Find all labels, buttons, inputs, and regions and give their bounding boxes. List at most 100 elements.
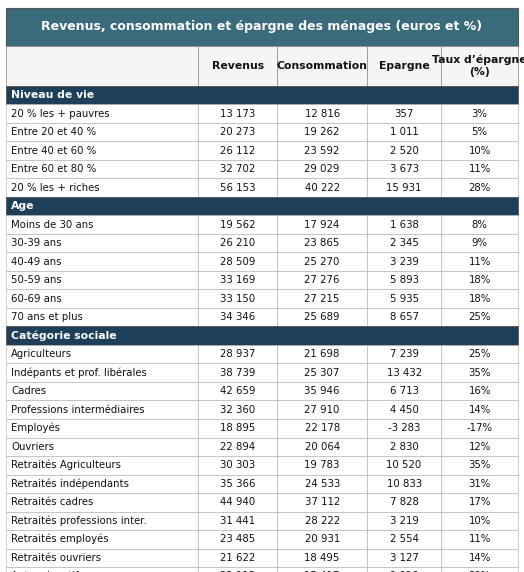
Bar xyxy=(198,46,277,86)
Text: 22 113: 22 113 xyxy=(220,571,255,572)
Bar xyxy=(441,345,518,363)
Text: 1 011: 1 011 xyxy=(390,127,419,137)
Bar xyxy=(441,363,518,382)
Text: 25%: 25% xyxy=(468,312,491,322)
Text: 56 153: 56 153 xyxy=(220,182,255,193)
Text: 27 276: 27 276 xyxy=(304,275,340,285)
Bar xyxy=(198,105,277,123)
Bar xyxy=(198,419,277,438)
Text: 3%: 3% xyxy=(472,109,487,119)
Bar xyxy=(6,105,198,123)
Text: 10%: 10% xyxy=(468,146,490,156)
Text: Niveau de vie: Niveau de vie xyxy=(11,90,94,100)
Text: 35%: 35% xyxy=(468,368,491,378)
Text: 5%: 5% xyxy=(472,127,488,137)
Bar xyxy=(6,141,198,160)
Bar xyxy=(198,141,277,160)
Bar xyxy=(367,456,441,475)
Bar xyxy=(277,363,367,382)
Bar xyxy=(198,511,277,530)
Bar xyxy=(6,419,198,438)
Text: Consommation: Consommation xyxy=(277,61,368,71)
Bar xyxy=(367,123,441,141)
Text: 31 441: 31 441 xyxy=(220,516,255,526)
Text: 33 169: 33 169 xyxy=(220,275,255,285)
Bar xyxy=(6,289,198,308)
Text: 40-49 ans: 40-49 ans xyxy=(11,257,61,267)
Bar xyxy=(441,456,518,475)
Text: 14%: 14% xyxy=(468,405,490,415)
Text: 10 520: 10 520 xyxy=(387,460,422,470)
Bar xyxy=(441,141,518,160)
Bar xyxy=(367,160,441,178)
Text: Autres inactifs: Autres inactifs xyxy=(11,571,84,572)
Bar xyxy=(367,271,441,289)
Text: 26 210: 26 210 xyxy=(220,239,255,248)
Bar xyxy=(367,419,441,438)
Bar xyxy=(6,363,198,382)
Bar xyxy=(367,549,441,567)
Text: 20 273: 20 273 xyxy=(220,127,255,137)
Bar xyxy=(6,456,198,475)
Text: 21 622: 21 622 xyxy=(220,553,255,563)
Bar xyxy=(441,46,518,86)
Bar xyxy=(277,308,367,327)
Text: 70 ans et plus: 70 ans et plus xyxy=(11,312,83,322)
Text: Entre 20 et 40 %: Entre 20 et 40 % xyxy=(11,127,96,137)
Text: 50-59 ans: 50-59 ans xyxy=(11,275,62,285)
Text: 31%: 31% xyxy=(468,479,490,488)
Bar xyxy=(198,400,277,419)
Bar xyxy=(277,438,367,456)
Bar xyxy=(441,105,518,123)
Bar xyxy=(367,308,441,327)
Bar xyxy=(6,271,198,289)
Bar xyxy=(367,567,441,572)
Text: 22 178: 22 178 xyxy=(304,423,340,433)
Bar xyxy=(277,475,367,493)
Text: Retraités professions inter.: Retraités professions inter. xyxy=(11,515,147,526)
Bar xyxy=(6,216,198,234)
Bar xyxy=(6,308,198,327)
Text: Taux d’épargne
(%): Taux d’épargne (%) xyxy=(432,55,524,77)
Bar xyxy=(441,216,518,234)
Text: Revenus: Revenus xyxy=(212,61,264,71)
Bar xyxy=(441,252,518,271)
Text: 25 689: 25 689 xyxy=(304,312,340,322)
Bar xyxy=(198,308,277,327)
Text: Cadres: Cadres xyxy=(11,386,46,396)
Text: 23 485: 23 485 xyxy=(220,534,255,544)
Bar xyxy=(6,475,198,493)
Bar xyxy=(441,178,518,197)
Bar xyxy=(6,567,198,572)
Bar xyxy=(277,271,367,289)
Text: 7 828: 7 828 xyxy=(390,497,419,507)
Bar xyxy=(198,363,277,382)
Bar xyxy=(6,511,198,530)
Text: 17 924: 17 924 xyxy=(304,220,340,230)
Text: 1 638: 1 638 xyxy=(390,220,419,230)
Text: 29 029: 29 029 xyxy=(304,164,340,174)
Bar xyxy=(6,345,198,363)
Text: 35 946: 35 946 xyxy=(304,386,340,396)
Text: 3 127: 3 127 xyxy=(390,553,419,563)
Bar xyxy=(6,178,198,197)
Bar xyxy=(6,400,198,419)
Bar xyxy=(441,382,518,400)
Bar xyxy=(367,216,441,234)
Bar xyxy=(367,530,441,549)
Text: 25%: 25% xyxy=(468,349,491,359)
Bar xyxy=(441,549,518,567)
Text: 32 702: 32 702 xyxy=(220,164,255,174)
Text: 3 239: 3 239 xyxy=(390,257,419,267)
Bar xyxy=(367,252,441,271)
Bar xyxy=(441,511,518,530)
Text: Indépants et prof. libérales: Indépants et prof. libérales xyxy=(11,367,147,378)
Bar xyxy=(277,141,367,160)
Text: 60-69 ans: 60-69 ans xyxy=(11,294,62,304)
Text: 25 307: 25 307 xyxy=(304,368,340,378)
Bar xyxy=(367,345,441,363)
Bar xyxy=(441,419,518,438)
Text: Moins de 30 ans: Moins de 30 ans xyxy=(11,220,93,230)
Text: 9%: 9% xyxy=(472,239,488,248)
Text: 11%: 11% xyxy=(468,164,490,174)
